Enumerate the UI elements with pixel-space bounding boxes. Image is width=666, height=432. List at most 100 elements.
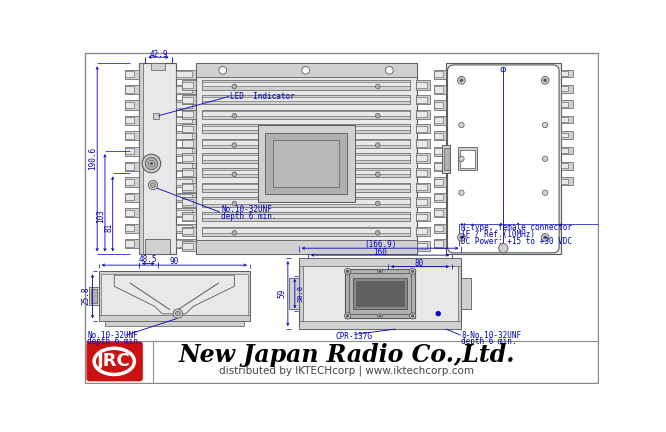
Bar <box>202 213 410 218</box>
Circle shape <box>460 79 463 82</box>
Bar <box>125 146 139 156</box>
Bar <box>182 126 192 132</box>
Bar <box>561 162 573 170</box>
Circle shape <box>542 190 548 195</box>
Circle shape <box>376 172 380 177</box>
Circle shape <box>151 183 155 187</box>
Circle shape <box>376 201 380 206</box>
Text: 42.9: 42.9 <box>149 50 168 59</box>
Text: CPR-137G: CPR-137G <box>336 332 373 341</box>
Bar <box>416 96 428 103</box>
Bar <box>125 163 135 170</box>
Bar <box>182 184 192 191</box>
Bar <box>434 70 446 79</box>
Circle shape <box>302 67 310 74</box>
Bar <box>561 85 573 92</box>
Circle shape <box>346 270 349 273</box>
Bar <box>416 168 430 178</box>
Bar <box>125 208 139 217</box>
Bar <box>176 210 192 216</box>
Bar <box>105 321 244 326</box>
Bar <box>196 64 416 254</box>
Bar <box>125 194 135 200</box>
Bar <box>298 258 462 266</box>
Circle shape <box>219 67 226 74</box>
Bar <box>182 197 196 206</box>
Circle shape <box>376 231 380 235</box>
Bar <box>196 64 416 77</box>
Bar <box>125 71 135 77</box>
Bar <box>416 227 430 236</box>
Bar <box>125 178 139 187</box>
Bar <box>125 239 139 248</box>
Circle shape <box>376 114 380 118</box>
Bar <box>258 125 354 202</box>
Text: JRC: JRC <box>97 353 131 370</box>
Text: depth 6 min.: depth 6 min. <box>221 212 276 221</box>
Circle shape <box>142 154 161 173</box>
Circle shape <box>542 156 548 162</box>
Bar <box>202 82 410 86</box>
Circle shape <box>376 143 380 147</box>
Text: 25.8: 25.8 <box>81 287 90 305</box>
Bar <box>561 102 568 107</box>
Bar <box>145 239 170 254</box>
Bar <box>416 80 430 89</box>
Circle shape <box>541 76 549 84</box>
Circle shape <box>459 156 464 162</box>
Bar <box>182 139 196 148</box>
Bar <box>434 193 446 202</box>
Circle shape <box>541 234 549 241</box>
Bar <box>176 131 198 140</box>
Bar <box>434 208 446 217</box>
Bar <box>182 183 196 192</box>
Bar <box>561 163 568 168</box>
Bar <box>434 133 443 139</box>
Polygon shape <box>115 275 234 314</box>
Circle shape <box>411 270 414 273</box>
Text: N-type, female connector: N-type, female connector <box>462 223 573 232</box>
Text: 81: 81 <box>105 223 113 232</box>
Circle shape <box>460 236 463 239</box>
Bar <box>434 239 446 248</box>
Circle shape <box>149 181 158 190</box>
Bar <box>434 148 443 154</box>
Bar <box>561 133 568 137</box>
Bar <box>434 118 443 124</box>
Bar <box>202 199 410 203</box>
Circle shape <box>344 268 350 274</box>
Bar <box>125 193 139 202</box>
Bar <box>561 118 568 122</box>
Bar <box>416 243 428 249</box>
Text: No.10-32UNF: No.10-32UNF <box>87 331 138 340</box>
Bar <box>434 71 443 77</box>
Bar <box>125 179 135 185</box>
Bar <box>182 95 196 104</box>
Text: New Japan Radio Co.,Ltd.: New Japan Radio Co.,Ltd. <box>178 343 515 367</box>
Bar <box>125 102 135 108</box>
Text: 59: 59 <box>277 289 286 298</box>
Bar <box>182 96 192 103</box>
Bar <box>273 140 339 187</box>
Bar <box>416 110 430 119</box>
Bar <box>202 126 410 130</box>
Circle shape <box>386 67 393 74</box>
Bar <box>561 100 573 108</box>
Circle shape <box>232 172 236 177</box>
Bar <box>125 70 139 79</box>
Bar <box>434 225 443 231</box>
Circle shape <box>410 313 416 319</box>
Circle shape <box>459 122 464 128</box>
Bar <box>416 228 428 234</box>
Bar <box>202 212 410 221</box>
Bar <box>434 100 446 110</box>
Bar <box>434 179 443 185</box>
Text: 8-No.10-32UNF: 8-No.10-32UNF <box>462 331 521 340</box>
Circle shape <box>458 76 466 84</box>
Bar <box>202 111 410 116</box>
Bar <box>89 287 99 305</box>
Bar <box>125 118 135 124</box>
Bar <box>153 113 159 119</box>
Bar <box>265 133 347 194</box>
Bar <box>125 133 135 139</box>
